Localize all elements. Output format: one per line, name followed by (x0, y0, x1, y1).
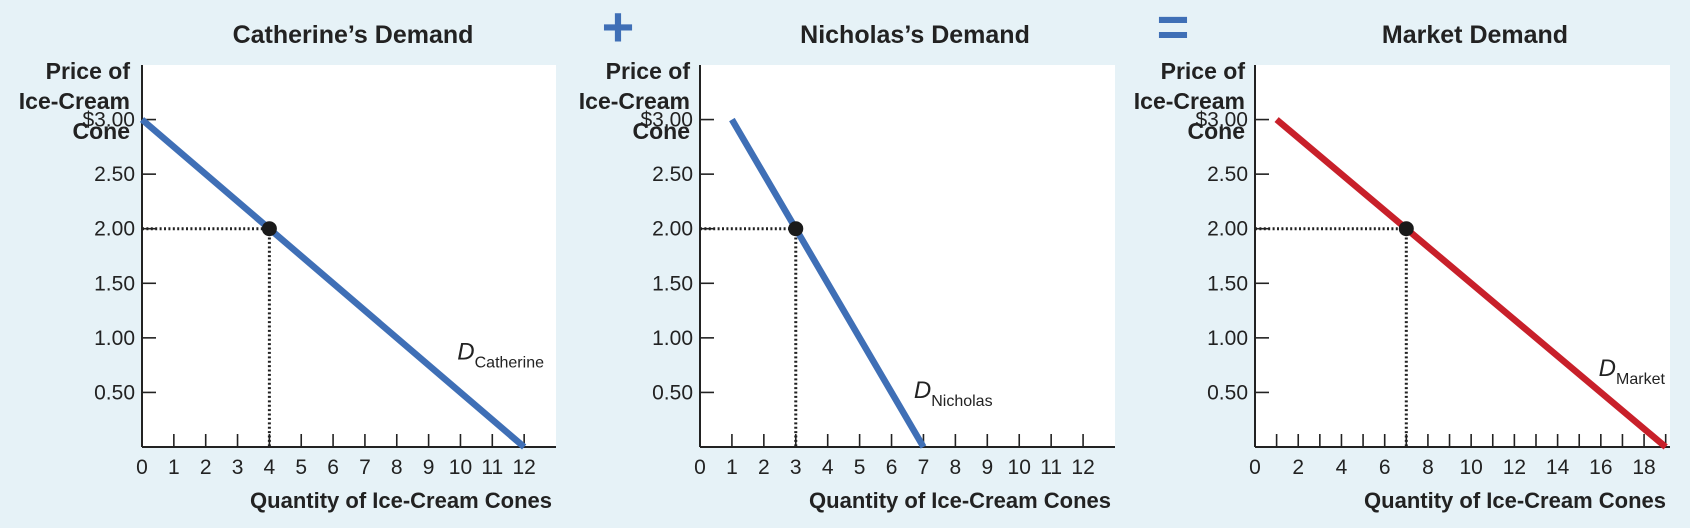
x-tick-label: 2 (1292, 456, 1304, 479)
y-axis-label: Ice-Cream (579, 88, 690, 114)
y-tick-label: $3.00 (82, 109, 135, 132)
x-axis-label: Quantity of Ice-Cream Cones (809, 488, 1111, 513)
y-tick-label: 2.50 (1207, 163, 1248, 186)
curve-label-main: D (1599, 355, 1616, 382)
x-tick-label: 6 (886, 456, 898, 479)
y-axis-label: Ice-Cream (1134, 88, 1245, 114)
y-tick-label: $3.00 (640, 109, 693, 132)
curve-label-subscript: Nicholas (931, 393, 992, 410)
y-tick-label: 0.50 (94, 381, 135, 404)
demand-curve (729, 117, 927, 449)
y-axis-label: Cone (633, 118, 691, 144)
curve-label-subscript: Catherine (475, 355, 544, 372)
plot-area (1255, 65, 1670, 447)
y-tick-label: 0.50 (1207, 381, 1248, 404)
curve-label-subscript: Market (1616, 371, 1665, 388)
x-tick-label: 0 (694, 456, 706, 479)
x-tick-label: 7 (918, 456, 930, 479)
y-axis-label: Cone (73, 118, 131, 144)
highlight-point (261, 221, 277, 237)
demand-curve (139, 117, 527, 450)
y-axis-label: Price of (606, 58, 691, 84)
x-tick-label: 2 (758, 456, 770, 479)
y-tick-label: 1.00 (1207, 327, 1248, 350)
y-tick-label: $3.00 (1195, 109, 1248, 132)
curve-label-main: D (914, 377, 931, 404)
y-tick-label: 2.00 (652, 218, 693, 241)
y-tick-label: 2.50 (652, 163, 693, 186)
x-tick-label: 11 (481, 456, 503, 479)
chart-title: Market Demand (1382, 21, 1568, 49)
x-tick-label: 9 (981, 456, 993, 479)
chart-panel-3: Market Demand Price of Ice-Cream Cone Quanti… (1134, 21, 1670, 513)
curve-label-main: D (457, 339, 474, 366)
chart-panel-2: Nicholas’s Demand Price of Ice-Cream Cone Qu… (579, 21, 1115, 513)
x-tick-label: 4 (1336, 456, 1348, 479)
x-tick-label: 3 (790, 456, 802, 479)
y-tick-label: 1.00 (94, 327, 135, 350)
curve-label: DNicholas (914, 377, 993, 410)
y-axis-label: Price of (1161, 58, 1246, 84)
x-tick-label: 8 (391, 456, 403, 479)
x-tick-label: 4 (822, 456, 834, 479)
chart-panel-1: Catherine’s Demand Price of Ice-Cream Cone Q… (19, 21, 556, 513)
x-tick-label: 5 (295, 456, 307, 479)
plot-area (700, 65, 1115, 447)
x-axis-label: Quantity of Ice-Cream Cones (1364, 488, 1666, 513)
x-tick-label: 1 (168, 456, 180, 479)
x-tick-label: 10 (1459, 456, 1482, 479)
y-axis-label: Ice-Cream (19, 88, 130, 114)
chart-panels: Catherine’s Demand Price of Ice-Cream Cone Q… (19, 21, 1670, 513)
x-tick-label: 11 (1040, 456, 1062, 479)
y-tick-label: 2.00 (94, 218, 135, 241)
highlight-point (788, 221, 804, 237)
curve-label: DCatherine (457, 339, 544, 372)
x-tick-label: 9 (423, 456, 435, 479)
x-tick-label: 3 (232, 456, 244, 479)
highlight-point (1398, 221, 1414, 237)
y-tick-label: 1.00 (652, 327, 693, 350)
y-tick-label: 1.50 (652, 272, 693, 295)
x-tick-label: 12 (512, 456, 535, 479)
chart-title: Nicholas’s Demand (800, 21, 1030, 49)
x-tick-label: 7 (359, 456, 371, 479)
x-tick-label: 18 (1632, 456, 1655, 479)
x-tick-label: 4 (264, 456, 276, 479)
equals-sign: = (1157, 0, 1190, 58)
x-tick-label: 10 (449, 456, 472, 479)
x-tick-label: 12 (1503, 456, 1526, 479)
demand-curve (1274, 117, 1668, 450)
y-tick-label: 2.00 (1207, 218, 1248, 241)
x-tick-label: 14 (1546, 456, 1570, 479)
y-tick-label: 2.50 (94, 163, 135, 186)
y-tick-label: 0.50 (652, 381, 693, 404)
x-tick-label: 6 (1379, 456, 1391, 479)
x-axis-label: Quantity of Ice-Cream Cones (250, 488, 552, 513)
x-tick-label: 0 (136, 456, 148, 479)
x-tick-label: 2 (200, 456, 212, 479)
y-tick-label: 1.50 (94, 272, 135, 295)
chart-title: Catherine’s Demand (233, 21, 474, 49)
x-tick-label: 0 (1249, 456, 1261, 479)
x-tick-label: 12 (1071, 456, 1094, 479)
x-tick-label: 5 (854, 456, 866, 479)
x-tick-label: 1 (726, 456, 738, 479)
x-tick-label: 16 (1589, 456, 1612, 479)
y-tick-label: 1.50 (1207, 272, 1248, 295)
x-tick-label: 8 (950, 456, 962, 479)
curve-label: DMarket (1599, 355, 1666, 388)
y-axis-label: Cone (1188, 118, 1246, 144)
y-axis-label: Price of (46, 58, 131, 84)
x-tick-label: 10 (1008, 456, 1031, 479)
x-tick-label: 6 (327, 456, 339, 479)
x-tick-label: 8 (1422, 456, 1434, 479)
plus-sign: + (602, 0, 635, 58)
plot-area (142, 65, 556, 447)
